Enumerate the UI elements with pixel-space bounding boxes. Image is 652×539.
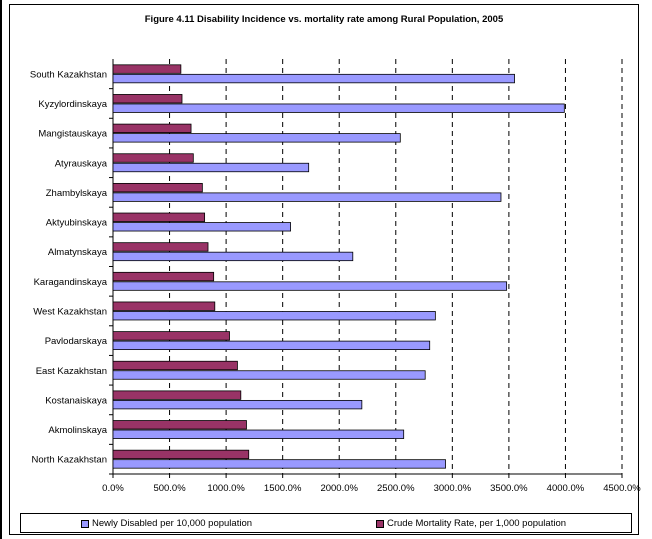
legend-label-mortality: Crude Mortality Rate, per 1,000 populati… xyxy=(387,518,567,529)
x-tick-label: 2000.0% xyxy=(320,483,358,494)
x-tick-label: 1500.0% xyxy=(264,483,302,494)
x-tick-label: 3500.0% xyxy=(490,483,528,494)
category-label: North Kazakhstan xyxy=(31,455,107,466)
bar-newly-disabled xyxy=(112,370,426,380)
category-label: West Kazakhstan xyxy=(33,306,107,317)
bar-mortality xyxy=(112,123,192,134)
category-label: Akmolinskaya xyxy=(48,425,107,436)
bar-newly-disabled xyxy=(112,429,405,439)
bar-mortality xyxy=(112,94,183,104)
bar-mortality xyxy=(112,360,238,371)
legend-label-newly-disabled: Newly Disabled per 10,000 population xyxy=(92,518,253,529)
bar-mortality xyxy=(112,182,203,193)
bar-newly-disabled xyxy=(112,281,508,291)
category-label: Zhambylskaya xyxy=(46,188,108,199)
bar-mortality xyxy=(112,449,250,460)
chart-area xyxy=(9,4,639,535)
bar-newly-disabled xyxy=(112,103,565,113)
category-label: Atyrauskaya xyxy=(55,158,108,169)
bar-mortality xyxy=(112,390,242,400)
x-tick-label: 500.0% xyxy=(153,483,186,494)
category-label: East Kazakhstan xyxy=(36,366,107,377)
category-label: South Kazakhstan xyxy=(30,69,107,80)
legend-swatch-newly-disabled xyxy=(81,519,89,528)
left-rule xyxy=(0,0,2,539)
category-label: Almatynskaya xyxy=(48,247,108,258)
bar-mortality xyxy=(112,212,206,222)
x-tick-label: 4000.0% xyxy=(547,483,585,494)
legend-item-mortality: Crude Mortality Rate, per 1,000 populati… xyxy=(376,518,566,529)
bar-newly-disabled xyxy=(112,251,354,262)
legend-item-newly-disabled: Newly Disabled per 10,000 population xyxy=(81,518,252,529)
bar-newly-disabled xyxy=(112,340,431,351)
bar-mortality xyxy=(112,153,194,163)
legend-swatch-mortality xyxy=(376,519,384,528)
bar-mortality xyxy=(112,64,182,74)
category-label: Pavlodarskaya xyxy=(45,336,108,347)
x-tick-label: 0.0% xyxy=(102,483,124,494)
bar-newly-disabled xyxy=(112,399,363,410)
chart-title: Figure 4.11 Disability Incidence vs. mor… xyxy=(144,14,504,25)
bar-newly-disabled xyxy=(112,73,515,84)
bar-newly-disabled xyxy=(112,459,446,469)
category-label: Aktyubinskaya xyxy=(46,218,108,229)
x-tick-label: 4500.0% xyxy=(603,483,641,494)
x-tick-label: 1000.0% xyxy=(207,483,245,494)
bar-newly-disabled xyxy=(112,311,436,321)
bar-newly-disabled xyxy=(112,162,310,173)
x-tick-label: 3000.0% xyxy=(434,483,472,494)
bar-mortality xyxy=(112,242,209,252)
bar-newly-disabled xyxy=(112,192,502,202)
x-tick-label: 2500.0% xyxy=(377,483,415,494)
bar-mortality xyxy=(112,420,247,430)
category-label: Kostanaiskaya xyxy=(45,395,108,406)
category-label: Karagandinskaya xyxy=(34,277,108,288)
legend: Newly Disabled per 10,000 population Cru… xyxy=(20,513,632,533)
category-label: Mangistauskaya xyxy=(38,129,107,140)
bar-mortality xyxy=(112,301,216,311)
bar-mortality xyxy=(112,271,215,282)
bar-newly-disabled xyxy=(112,133,401,143)
bar-mortality xyxy=(112,331,230,341)
bar-newly-disabled xyxy=(112,222,291,232)
category-label: Kyzylordinskaya xyxy=(38,99,107,110)
